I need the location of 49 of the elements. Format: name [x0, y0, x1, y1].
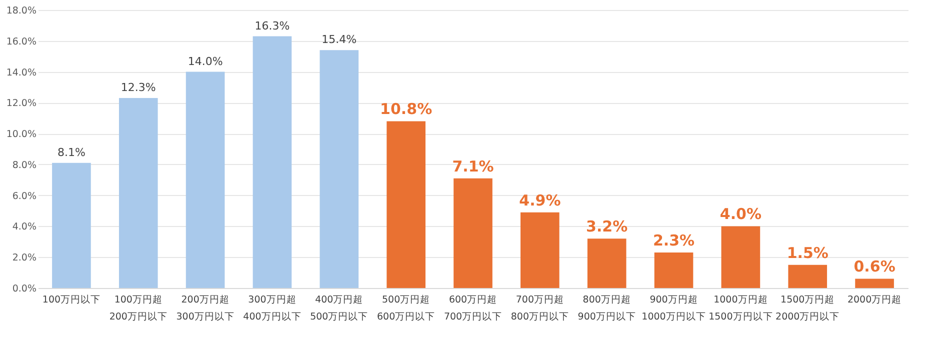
- data-label: 15.4%: [322, 33, 357, 46]
- y-tick-label: 18.0%: [6, 6, 36, 16]
- bar: [118, 98, 158, 288]
- data-label: 0.6%: [854, 258, 896, 276]
- bar: [721, 226, 760, 288]
- data-label: 14.0%: [188, 54, 223, 68]
- y-tick-label: 10.0%: [6, 129, 36, 140]
- data-label: 16.3%: [254, 19, 290, 32]
- bar: [52, 162, 91, 288]
- y-tick-label: 6.0%: [12, 190, 36, 202]
- x-tick-label: 700万円超 800万円以下: [510, 294, 569, 322]
- x-tick-label: 800万円超 900万円以下: [578, 294, 636, 322]
- x-tick-label: 900万円超 1000万円以下: [642, 294, 706, 322]
- x-tick-label: 100万円超 200万円以下: [109, 294, 168, 322]
- y-tick-label: 16.0%: [6, 36, 36, 48]
- x-tick-label: 200万円超 300万円以下: [176, 294, 234, 322]
- data-label: 1.5%: [786, 244, 828, 262]
- data-label: 12.3%: [120, 81, 156, 94]
- x-tick-label: 400万円超 500万円以下: [310, 294, 368, 322]
- bar: [386, 121, 426, 288]
- bar: [788, 264, 828, 288]
- data-label: 10.8%: [380, 100, 432, 118]
- bar: [520, 212, 560, 288]
- data-label: 8.1%: [57, 146, 86, 159]
- bar: [587, 238, 626, 288]
- bar: [320, 50, 359, 288]
- bar: [454, 178, 492, 288]
- x-tick-label: 2000万円超: [847, 294, 902, 306]
- y-tick-label: 4.0%: [12, 222, 36, 233]
- bar: [186, 72, 225, 288]
- x-tick-label: 100万円以下: [42, 294, 101, 306]
- y-tick-label: 0.0%: [12, 284, 36, 294]
- x-tick-label: 300万円超 400万円以下: [243, 294, 302, 322]
- y-tick-label: 12.0%: [6, 98, 36, 110]
- data-label: 7.1%: [452, 157, 494, 176]
- x-tick-label: 1000万円超 1500万円以下: [708, 294, 773, 322]
- x-tick-label: 500万円超 600万円以下: [377, 294, 436, 322]
- x-tick-label: 600万円超 700万円以下: [444, 294, 502, 322]
- data-label: 3.2%: [586, 218, 628, 236]
- y-tick-label: 2.0%: [12, 252, 36, 264]
- bar: [252, 36, 292, 288]
- y-tick-label: 14.0%: [6, 67, 36, 78]
- data-label: 2.3%: [652, 231, 695, 250]
- data-label: 4.0%: [720, 205, 762, 224]
- bar: [855, 278, 894, 288]
- bar: [654, 252, 694, 288]
- y-tick-label: 8.0%: [12, 160, 36, 171]
- data-label: 4.9%: [519, 191, 561, 210]
- x-tick-label: 1500万円超 2000万円以下: [776, 294, 840, 322]
